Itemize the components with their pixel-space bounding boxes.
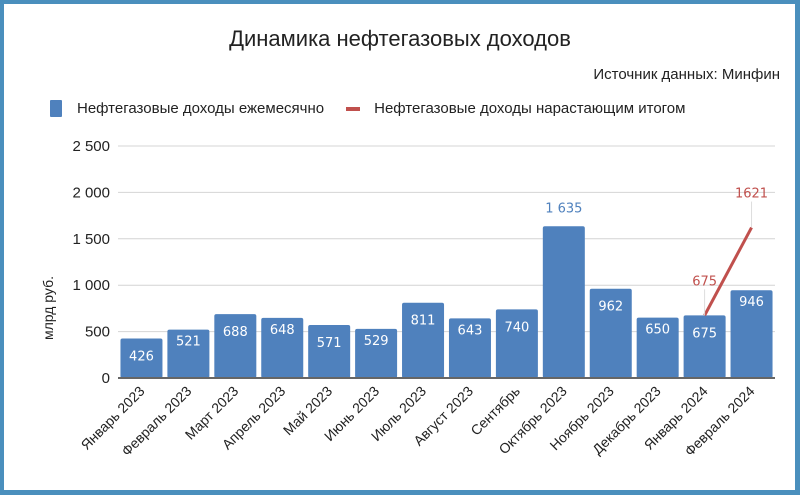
- legend-label-monthly: Нефтегазовые доходы ежемесячно: [77, 100, 325, 117]
- bar: [542, 226, 585, 378]
- bar: [261, 317, 304, 378]
- y-tick-label: 1 500: [72, 231, 110, 248]
- bar: [355, 328, 398, 378]
- y-tick-label: 1 000: [72, 277, 110, 294]
- bar: [308, 325, 351, 378]
- line-value-label: 675: [692, 274, 717, 289]
- legend-label-cumulative: Нефтегазовые доходы нарастающим итогом: [374, 100, 686, 117]
- bar-value-label: 962: [598, 300, 623, 315]
- line-swatch-icon: [346, 106, 361, 111]
- bar-value-label: 650: [645, 323, 670, 338]
- bar-swatch-icon: [50, 100, 62, 117]
- y-tick-label: 0: [102, 370, 110, 387]
- y-tick-label: 500: [85, 324, 110, 341]
- y-tick-label: 2 000: [72, 184, 110, 201]
- chart-title: Динамика нефтегазовых доходов: [229, 26, 571, 51]
- bar-value-label: 426: [129, 349, 154, 364]
- bar: [636, 317, 679, 378]
- bar-value-label: 648: [270, 323, 295, 338]
- chart-frame: [4, 4, 795, 490]
- bar: [683, 315, 726, 378]
- bar-value-label: 811: [411, 314, 436, 329]
- bar: [495, 309, 538, 378]
- cumulative-line: [703, 226, 753, 317]
- bar: [730, 290, 773, 378]
- legend-item-cumulative: Нефтегазовые доходы нарастающим итогом: [346, 100, 685, 117]
- bar-value-label: 688: [223, 325, 248, 340]
- bar-value-label: 946: [739, 295, 764, 310]
- legend-item-monthly: Нефтегазовые доходы ежемесячно: [50, 100, 324, 117]
- legend: Нефтегазовые доходы ежемесячно Нефтегазо…: [50, 100, 707, 117]
- y-tick-label: 2 500: [72, 138, 110, 155]
- bar: [402, 302, 445, 378]
- bar-value-label: 571: [317, 336, 342, 351]
- bar-value-label: 643: [458, 323, 483, 338]
- bar-value-label: 529: [364, 334, 389, 349]
- bar: [167, 329, 210, 378]
- bar-value-label: 1 635: [545, 201, 582, 216]
- bar: [214, 314, 257, 378]
- bar: [589, 288, 632, 378]
- bar-value-label: 675: [692, 326, 717, 341]
- chart-source: Источник данных: Минфин: [593, 66, 780, 83]
- bar-value-label: 740: [504, 320, 529, 335]
- bar: [448, 318, 491, 378]
- line-value-label: 1621: [735, 187, 768, 202]
- bar: [120, 338, 163, 378]
- bar-value-label: 521: [176, 335, 201, 350]
